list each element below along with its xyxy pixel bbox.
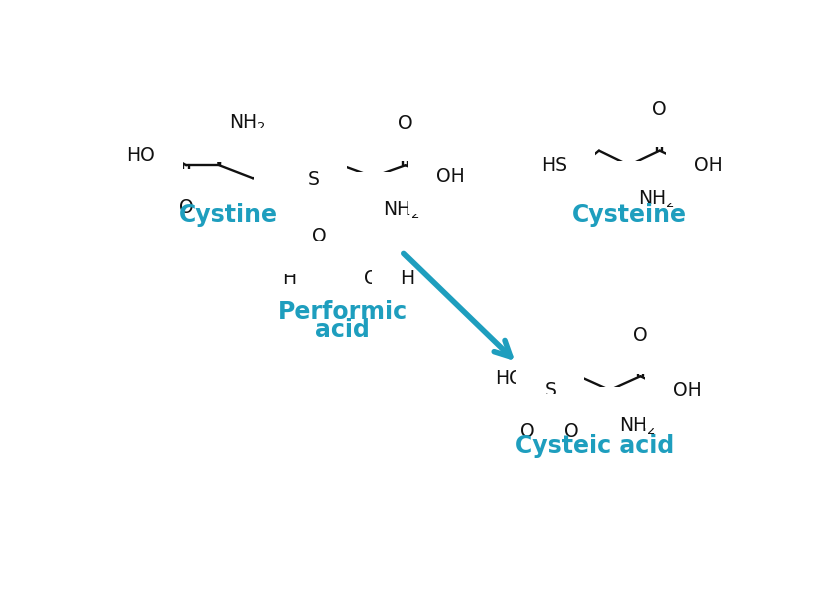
Text: H: H [282,269,297,288]
Polygon shape [216,138,222,165]
Text: O: O [179,198,193,217]
Text: O: O [398,114,413,133]
Text: OH: OH [673,381,701,399]
Text: S: S [544,381,557,399]
Text: O: O [634,327,648,345]
Text: Cystine: Cystine [179,203,278,227]
Text: O: O [653,100,667,119]
Text: HS: HS [541,156,567,175]
Text: NH$_2$: NH$_2$ [229,112,265,134]
Text: S: S [282,156,294,175]
Polygon shape [370,177,377,195]
Text: Cysteic acid: Cysteic acid [515,434,674,458]
Text: NH$_2$: NH$_2$ [638,189,675,211]
Text: Cysteine: Cysteine [572,203,686,227]
Polygon shape [626,165,632,185]
Text: H: H [401,269,415,288]
Text: O: O [564,422,578,441]
Text: NH$_2$: NH$_2$ [382,200,420,221]
Text: acid: acid [315,319,370,342]
Text: OH: OH [695,156,723,175]
Text: O: O [312,227,327,246]
Text: S: S [307,169,319,189]
Text: HO: HO [495,369,524,388]
Text: O: O [520,422,534,441]
Text: Performic: Performic [278,300,407,324]
Text: OH: OH [436,168,465,186]
Text: O: O [364,269,379,288]
Text: NH$_2$: NH$_2$ [619,415,656,437]
Text: HO: HO [126,146,155,164]
Text: O: O [338,269,353,288]
Polygon shape [606,390,613,411]
